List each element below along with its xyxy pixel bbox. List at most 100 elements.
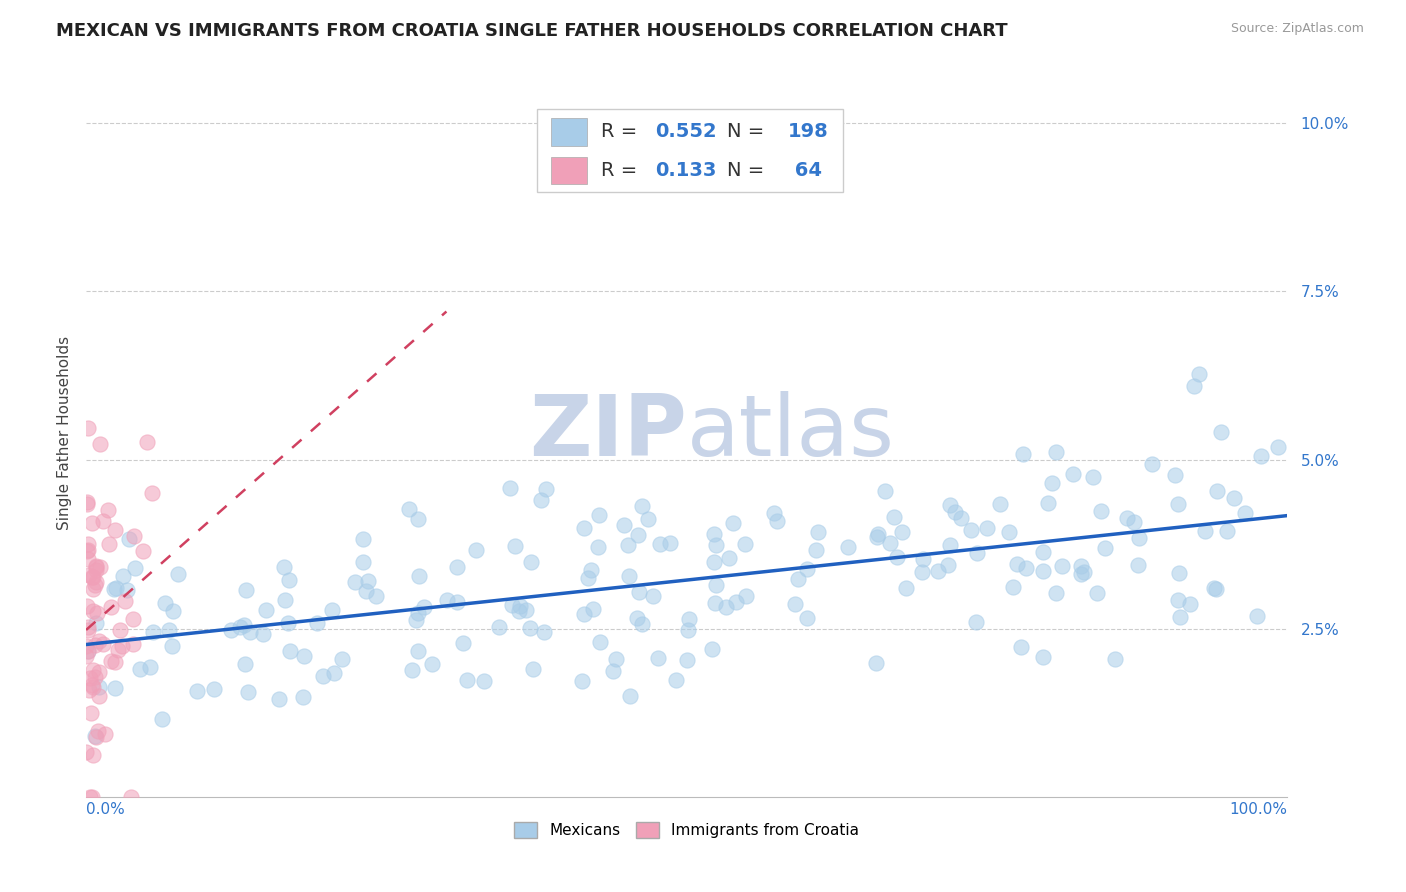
Point	[866, 526, 889, 541]
Point	[1167, 566, 1189, 580]
Point	[121, 612, 143, 626]
Point	[87, 690, 110, 704]
Point	[76, 644, 98, 658]
Text: 0.552: 0.552	[655, 122, 717, 142]
Point	[589, 635, 612, 649]
Point	[82, 747, 104, 762]
Text: MEXICAN VS IMMIGRANTS FROM CROATIA SINGLE FATHER HOUSEHOLDS CORRELATION CHART: MEXICAN VS IMMIGRANTS FROM CROATIA SINGL…	[56, 22, 1008, 40]
Point	[76, 537, 98, 551]
Point	[939, 538, 962, 552]
Point	[79, 706, 101, 720]
Point	[582, 602, 605, 616]
Point	[704, 578, 727, 592]
Point	[1204, 581, 1226, 595]
Point	[108, 623, 131, 637]
Text: atlas: atlas	[686, 392, 894, 475]
Point	[344, 574, 367, 589]
Point	[1012, 446, 1035, 460]
Point	[87, 724, 110, 739]
Point	[1040, 475, 1063, 490]
Point	[274, 593, 297, 607]
Point	[104, 523, 127, 537]
Point	[157, 624, 180, 638]
Point	[451, 636, 474, 650]
Point	[936, 558, 959, 573]
Point	[82, 604, 104, 618]
Point	[714, 600, 737, 615]
Point	[1094, 541, 1116, 556]
Point	[896, 581, 918, 595]
Point	[678, 612, 700, 626]
Point	[406, 644, 429, 658]
Point	[1073, 565, 1095, 579]
Point	[703, 526, 725, 541]
Point	[84, 638, 107, 652]
Point	[1045, 585, 1067, 599]
Point	[1182, 379, 1205, 393]
Point	[142, 624, 165, 639]
Point	[1115, 511, 1137, 525]
Point	[89, 560, 111, 574]
Point	[357, 574, 380, 589]
Point	[658, 536, 681, 550]
Point	[1140, 457, 1163, 471]
Point	[79, 671, 101, 685]
Point	[574, 521, 596, 535]
Point	[890, 525, 912, 540]
Point	[939, 499, 962, 513]
Point	[254, 603, 277, 617]
Point	[366, 589, 388, 603]
Point	[865, 656, 887, 670]
Point	[292, 649, 315, 664]
Point	[79, 790, 101, 805]
Point	[503, 539, 526, 553]
Point	[111, 639, 134, 653]
Point	[965, 615, 987, 629]
Point	[75, 745, 97, 759]
Point	[100, 599, 122, 614]
Point	[588, 540, 610, 554]
Point	[204, 681, 226, 696]
Point	[84, 575, 107, 590]
Point	[278, 644, 301, 658]
Point	[873, 483, 896, 498]
Point	[406, 512, 429, 526]
Point	[84, 670, 107, 684]
Text: N =: N =	[727, 161, 770, 180]
Text: R =: R =	[602, 122, 644, 142]
Point	[76, 495, 98, 509]
Text: 0.133: 0.133	[655, 161, 717, 180]
Point	[703, 596, 725, 610]
Point	[267, 692, 290, 706]
Point	[643, 589, 665, 603]
FancyBboxPatch shape	[551, 118, 586, 145]
Point	[252, 626, 274, 640]
Point	[1036, 496, 1059, 510]
Point	[312, 669, 335, 683]
Point	[104, 581, 127, 595]
Point	[631, 500, 654, 514]
Point	[160, 639, 183, 653]
Point	[721, 516, 744, 530]
Point	[725, 595, 748, 609]
Point	[613, 518, 636, 533]
Point	[1123, 515, 1146, 529]
Point	[911, 552, 934, 566]
Point	[785, 597, 807, 611]
Legend: Mexicans, Immigrants from Croatia: Mexicans, Immigrants from Croatia	[508, 816, 865, 845]
Point	[1128, 531, 1150, 545]
Point	[115, 582, 138, 597]
Point	[77, 421, 100, 435]
Point	[307, 616, 329, 631]
Point	[883, 510, 905, 524]
Text: 198: 198	[787, 122, 828, 142]
Point	[966, 546, 988, 560]
Point	[1081, 470, 1104, 484]
Point	[717, 551, 740, 566]
Point	[617, 568, 640, 582]
Point	[804, 543, 827, 558]
Point	[77, 542, 100, 557]
Point	[647, 651, 669, 665]
Point	[233, 657, 256, 672]
Point	[637, 512, 659, 526]
